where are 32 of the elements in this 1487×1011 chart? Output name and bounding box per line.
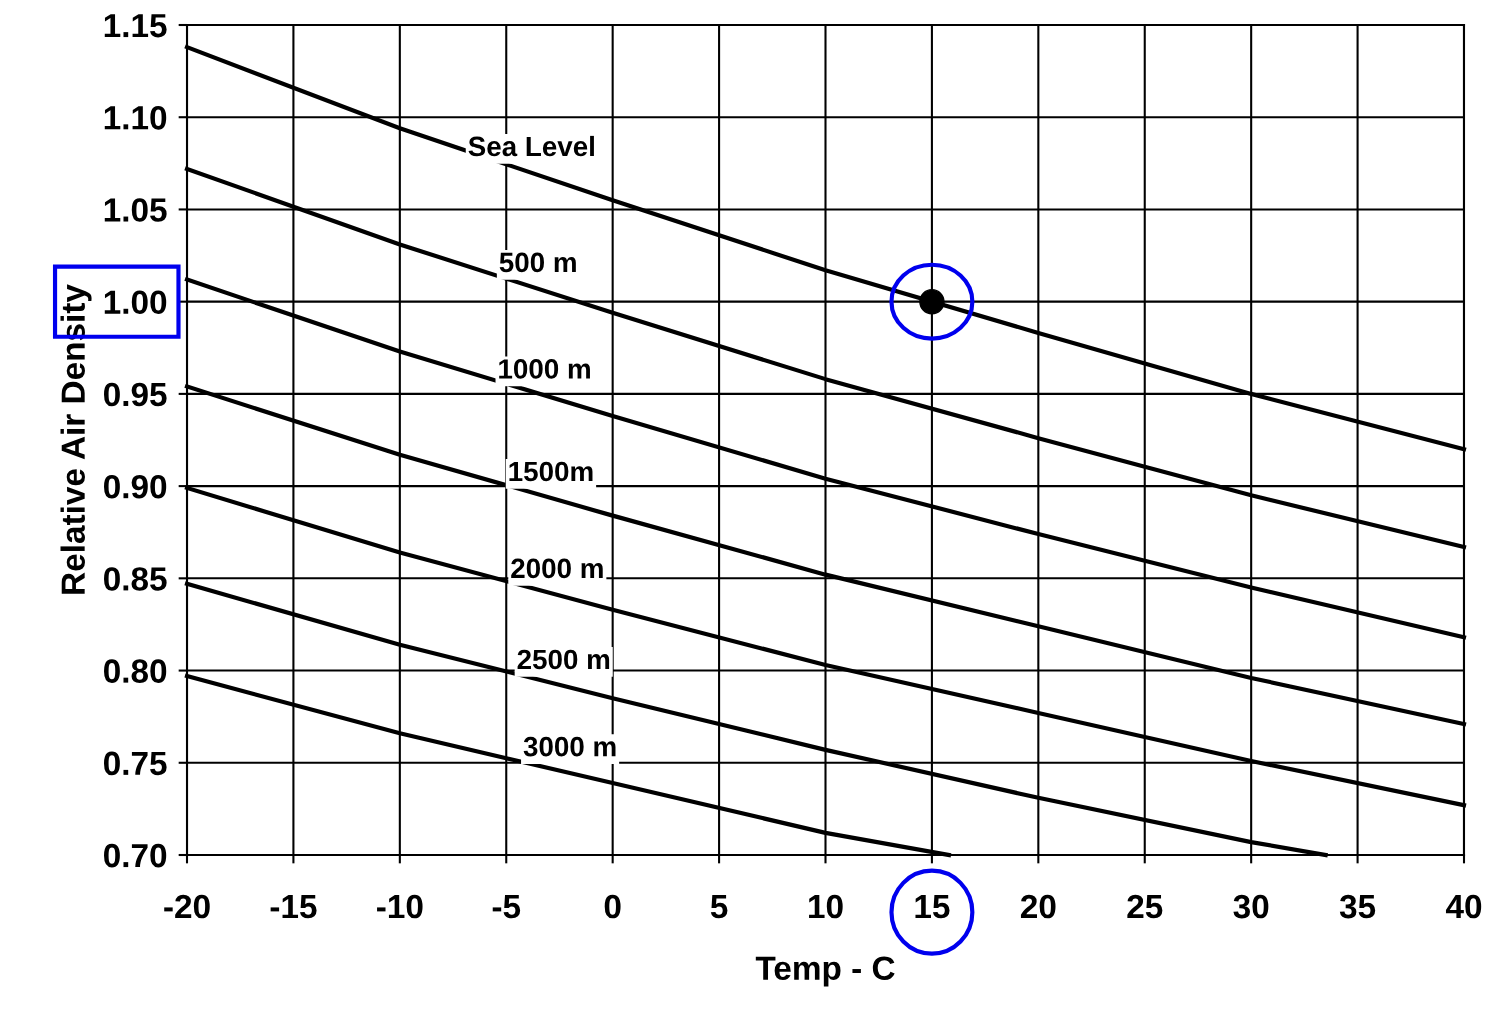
x-tick-label: 40 <box>1445 894 1482 919</box>
y-tick-label: 1.00 <box>104 290 167 315</box>
y-axis-title: Relative Air Density <box>60 284 92 594</box>
y-tick-label: 0.85 <box>104 567 167 591</box>
y-tick-label: 1.05 <box>104 198 167 222</box>
y-tick-label: 0.95 <box>104 382 167 407</box>
series-label: 2500 m <box>517 649 610 670</box>
series-label: 2000 m <box>511 558 603 579</box>
x-tick-label: -10 <box>377 894 423 919</box>
x-tick-label: -20 <box>164 894 210 919</box>
x-tick-label: 15 <box>915 895 950 919</box>
series-label: Sea Level <box>468 135 594 157</box>
y-tick-label: 0.75 <box>104 751 167 776</box>
x-tick-label: -5 <box>492 895 521 919</box>
x-tick-label: 25 <box>1127 894 1163 919</box>
x-axis-title: Temp - C <box>755 956 895 987</box>
y-tick-label: 0.80 <box>104 659 167 683</box>
x-tick-label: 30 <box>1233 894 1269 919</box>
series-label: 3000 m <box>523 736 616 757</box>
series-label: 1000 m <box>499 359 590 379</box>
y-tick-label: 0.70 <box>104 843 167 868</box>
x-tick-label: 5 <box>710 895 728 919</box>
x-tick-label: -15 <box>270 895 317 919</box>
series-label: 500 m <box>499 252 576 273</box>
series-label: 1500m <box>509 461 593 482</box>
x-tick-label: 35 <box>1339 894 1376 919</box>
x-tick-label: 10 <box>809 894 843 919</box>
y-tick-label: 1.15 <box>104 14 167 38</box>
y-tick-label: 1.10 <box>104 106 167 130</box>
x-tick-label: 20 <box>1020 894 1056 919</box>
y-tick-label: 0.90 <box>104 474 167 499</box>
x-tick-label: 0 <box>604 894 621 919</box>
